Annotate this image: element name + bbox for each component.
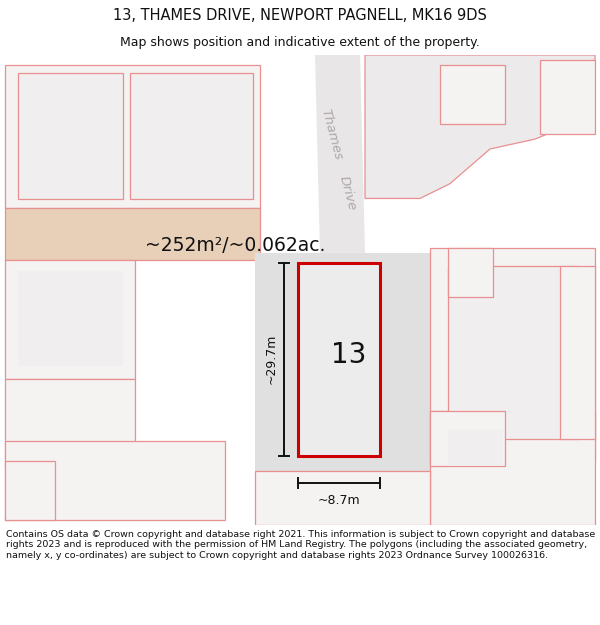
Bar bbox=[430, 411, 505, 466]
Polygon shape bbox=[315, 55, 365, 253]
Bar bbox=[440, 65, 505, 124]
Bar bbox=[5, 260, 135, 379]
Text: Contains OS data © Crown copyright and database right 2021. This information is : Contains OS data © Crown copyright and d… bbox=[6, 530, 595, 560]
Polygon shape bbox=[365, 55, 595, 199]
Text: ~29.7m: ~29.7m bbox=[265, 334, 277, 384]
Bar bbox=[5, 379, 135, 468]
Bar bbox=[255, 253, 430, 525]
Text: Thames: Thames bbox=[319, 107, 345, 161]
Text: ~252m²/~0.062ac.: ~252m²/~0.062ac. bbox=[145, 236, 325, 256]
Bar bbox=[448, 266, 578, 439]
Bar bbox=[18, 72, 123, 199]
Bar bbox=[18, 271, 123, 366]
Text: Drive: Drive bbox=[337, 175, 359, 213]
Bar bbox=[255, 471, 430, 525]
Bar bbox=[5, 441, 225, 520]
Bar bbox=[298, 262, 380, 456]
Bar bbox=[5, 461, 55, 520]
Text: 13, THAMES DRIVE, NEWPORT PAGNELL, MK16 9DS: 13, THAMES DRIVE, NEWPORT PAGNELL, MK16 … bbox=[113, 8, 487, 23]
Bar bbox=[5, 208, 260, 260]
Bar bbox=[430, 411, 595, 525]
Bar bbox=[448, 248, 493, 298]
Bar bbox=[540, 60, 595, 134]
Text: Map shows position and indicative extent of the property.: Map shows position and indicative extent… bbox=[120, 36, 480, 49]
Bar bbox=[130, 72, 253, 199]
Text: ~8.7m: ~8.7m bbox=[317, 494, 361, 507]
Bar bbox=[448, 429, 503, 466]
Text: 13: 13 bbox=[331, 341, 367, 369]
Bar bbox=[5, 65, 260, 208]
Bar bbox=[560, 266, 595, 439]
Bar bbox=[430, 248, 595, 461]
